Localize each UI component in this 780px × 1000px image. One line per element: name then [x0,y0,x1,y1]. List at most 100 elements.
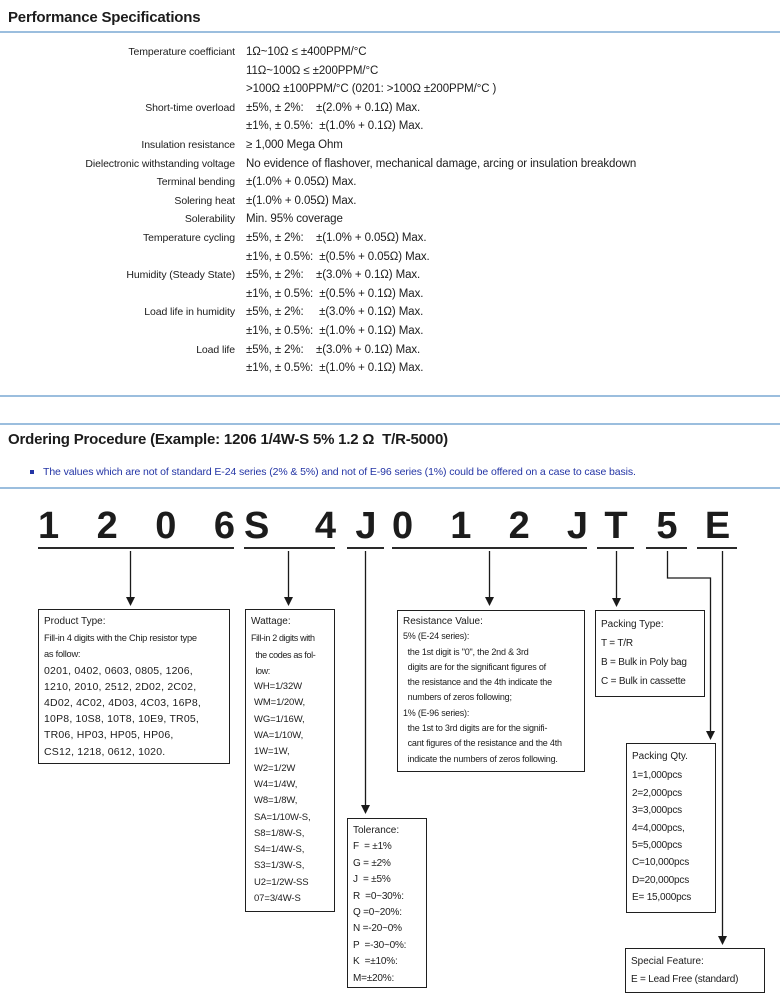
text-line: cant figures of the resistance and the 4… [403,738,562,749]
text-line: WA=1/10W, [254,730,304,742]
code-char: J [355,505,376,547]
text-line: CS12, 1218, 0612, 1020. [44,745,166,758]
box-intro: Fill-in 2 digits with the codes as fol- … [251,630,329,679]
performance-spec-table: Temperature coefficiant 1Ω~10Ω ≤ ±400PPM/… [0,43,772,378]
spec-row: Dielectronic withstanding voltage No evid… [0,155,772,174]
text-line: low: [251,665,270,676]
spec-value-line: ±5%, ± 2%: ±(3.0% + 0.1Ω) Max. [246,269,421,282]
text-line: F = ±1% [353,841,392,853]
resistance-value-box: Resistance Value: 5% (E-24 series): the … [397,610,585,772]
text-line: WG=1/16W, [254,713,305,725]
text-line: Fill-in 4 digits with the Chip resistor … [44,633,197,644]
box-title: Tolerance: [353,825,400,836]
code-char: 4 [314,505,336,547]
spec-label: Temperature cycling [142,231,235,244]
spec-values: ±5%, ± 2%: ±(1.0% + 0.05Ω) Max. ±1%, ± 0.… [235,229,772,266]
spec-values: 1Ω~10Ω ≤ ±400PPM/°C 11Ω~100Ω ≤ ±200PPM/°C… [235,43,772,99]
spec-values: Min. 95% coverage [235,210,772,229]
box-title: Packing Qty. [632,751,688,762]
text-line: T = T/R [601,638,633,649]
box-body: WH=1/32W WM=1/20W, WG=1/16W, WA=1/10W, 1W=1W… [251,679,329,907]
spec-row: Solerability Min. 95% coverage [0,210,772,229]
text-line: numbers of zeros following; [403,692,512,703]
text-line: D=20,000pcs [632,874,690,886]
code-char: 6 [213,505,235,547]
spec-label: Load life in humidity [144,306,235,319]
spec-row: Short-time overload ±5%, ± 2%: ±(2.0% + 0… [0,99,772,136]
code-char: 1 [450,505,471,547]
text-line: C = Bulk in cassette [601,676,686,687]
text-line: E= 15,000pcs [632,892,692,904]
spec-value-line: ±1%, ± 0.5%: ±(0.5% + 0.1Ω) Max. [246,287,424,300]
text-line: Q =0~20%: [353,907,402,919]
text-line: W2=1/2W [254,762,296,774]
ordering-section-title: Ordering Procedure (Example: 1206 1/4W-S… [8,431,448,448]
box-title: Special Feature: [631,956,704,967]
spec-value-line: ±5%, ± 2%: ±(1.0% + 0.05Ω) Max. [246,231,427,244]
text-line: P =-30~0%: [353,939,407,951]
spec-value-line: ±1%, ± 0.5%: ±(0.5% + 0.05Ω) Max. [246,250,430,263]
box-body: T = T/R B = Bulk in Poly bag C = Bulk in c… [601,634,699,691]
code-char: 0 [155,505,176,547]
box-body: 5% (E-24 series): the 1st digit is "0", … [403,629,579,767]
spec-row: Terminal bending ±(1.0% + 0.05Ω) Max. [0,173,772,192]
performance-section-title: Performance Specifications [8,9,201,26]
text-line: S4=1/4W-S, [254,844,305,856]
text-line: 4=4,000pcs, [632,822,685,834]
text-line: 2=2,000pcs [632,787,682,799]
text-line: 5=5,000pcs [632,840,682,852]
code-char: J [566,505,588,547]
packing-type-box: Packing Type: T = T/R B = Bulk in Poly ba… [595,610,705,697]
text-line: B = Bulk in Poly bag [601,657,687,668]
text-line: W8=1/8W, [254,795,298,807]
spec-value-line: ±1%, ± 0.5%: ±(1.0% + 0.1Ω) Max. [246,324,424,337]
text-line: S8=1/8W-S, [254,827,305,839]
spec-row: Insulation resistance ≥ 1,000 Mega Ohm [0,136,772,155]
text-line: S3=1/3W-S, [254,860,305,872]
spec-values: ≥ 1,000 Mega Ohm [235,136,772,155]
spec-values: ±5%, ± 2%: ±(3.0% + 0.1Ω) Max. ±1%, ± 0.5… [235,303,772,340]
text-line: 07=3/4W-S [254,893,301,905]
text-line: the resistance and the 4th indicate the [403,677,553,688]
spec-label: Terminal bending [156,176,235,189]
spec-label: Temperature coefficiant [128,46,235,58]
spec-label: Solering heat [174,194,235,207]
code-char: S [244,505,269,547]
code-group-packing-qty: 5 [646,507,687,549]
text-line: as follow: [44,649,81,660]
box-body: 0201, 0402, 0603, 0805, 1206, 1210, 2010,… [44,663,224,760]
divider [0,423,780,425]
divider [0,395,780,397]
spec-values: ±5%, ± 2%: ±(3.0% + 0.1Ω) Max. ±1%, ± 0.5… [235,266,772,303]
spec-value-line: 11Ω~100Ω ≤ ±200PPM/°C [246,64,379,77]
text-line: 3=3,000pcs [632,805,682,817]
text-line: M=±20%: [353,972,395,984]
text-line: R =0~30%: [353,890,404,902]
text-line: Fill-in 2 digits with [251,633,315,644]
code-char: 1 [38,505,59,547]
box-body: F = ±1% G = ±2% J = ±5% R =0~30%: Q =0~20%: N… [353,839,421,987]
spec-row: Temperature cycling ±5%, ± 2%: ±(1.0% + 0… [0,229,772,266]
text-line: SA=1/10W-S, [254,811,311,823]
divider [0,31,780,33]
box-title: Wattage: [251,616,291,627]
spec-row: Load life in humidity ±5%, ± 2%: ±(3.0% +… [0,303,772,340]
spec-label: Solerability [184,213,235,226]
product-type-box: Product Type: Fill-in 4 digits with the … [38,609,230,764]
text-line: C=10,000pcs [632,857,690,869]
spec-label: Load life [196,343,235,356]
ordering-note: The values which are not of standard E-2… [30,465,636,479]
spec-value-line: ±(1.0% + 0.05Ω) Max. [246,194,357,207]
spec-values: No evidence of flashover, mechanical dam… [235,155,772,174]
box-title: Packing Type: [601,619,664,630]
code-group-special-feature: E [697,507,737,549]
spec-value-line: Min. 95% coverage [246,213,343,226]
text-line: G = ±2% [353,857,391,869]
divider [0,487,780,489]
special-feature-box: Special Feature: E = Lead Free (standard… [625,948,765,993]
spec-values: ±5%, ± 2%: ±(2.0% + 0.1Ω) Max. ±1%, ± 0.5… [235,99,772,136]
spec-value-line: 1Ω~10Ω ≤ ±400PPM/°C [246,46,367,58]
text-line: K =±10%: [353,956,398,968]
spec-label: Dielectronic withstanding voltage [85,157,235,170]
